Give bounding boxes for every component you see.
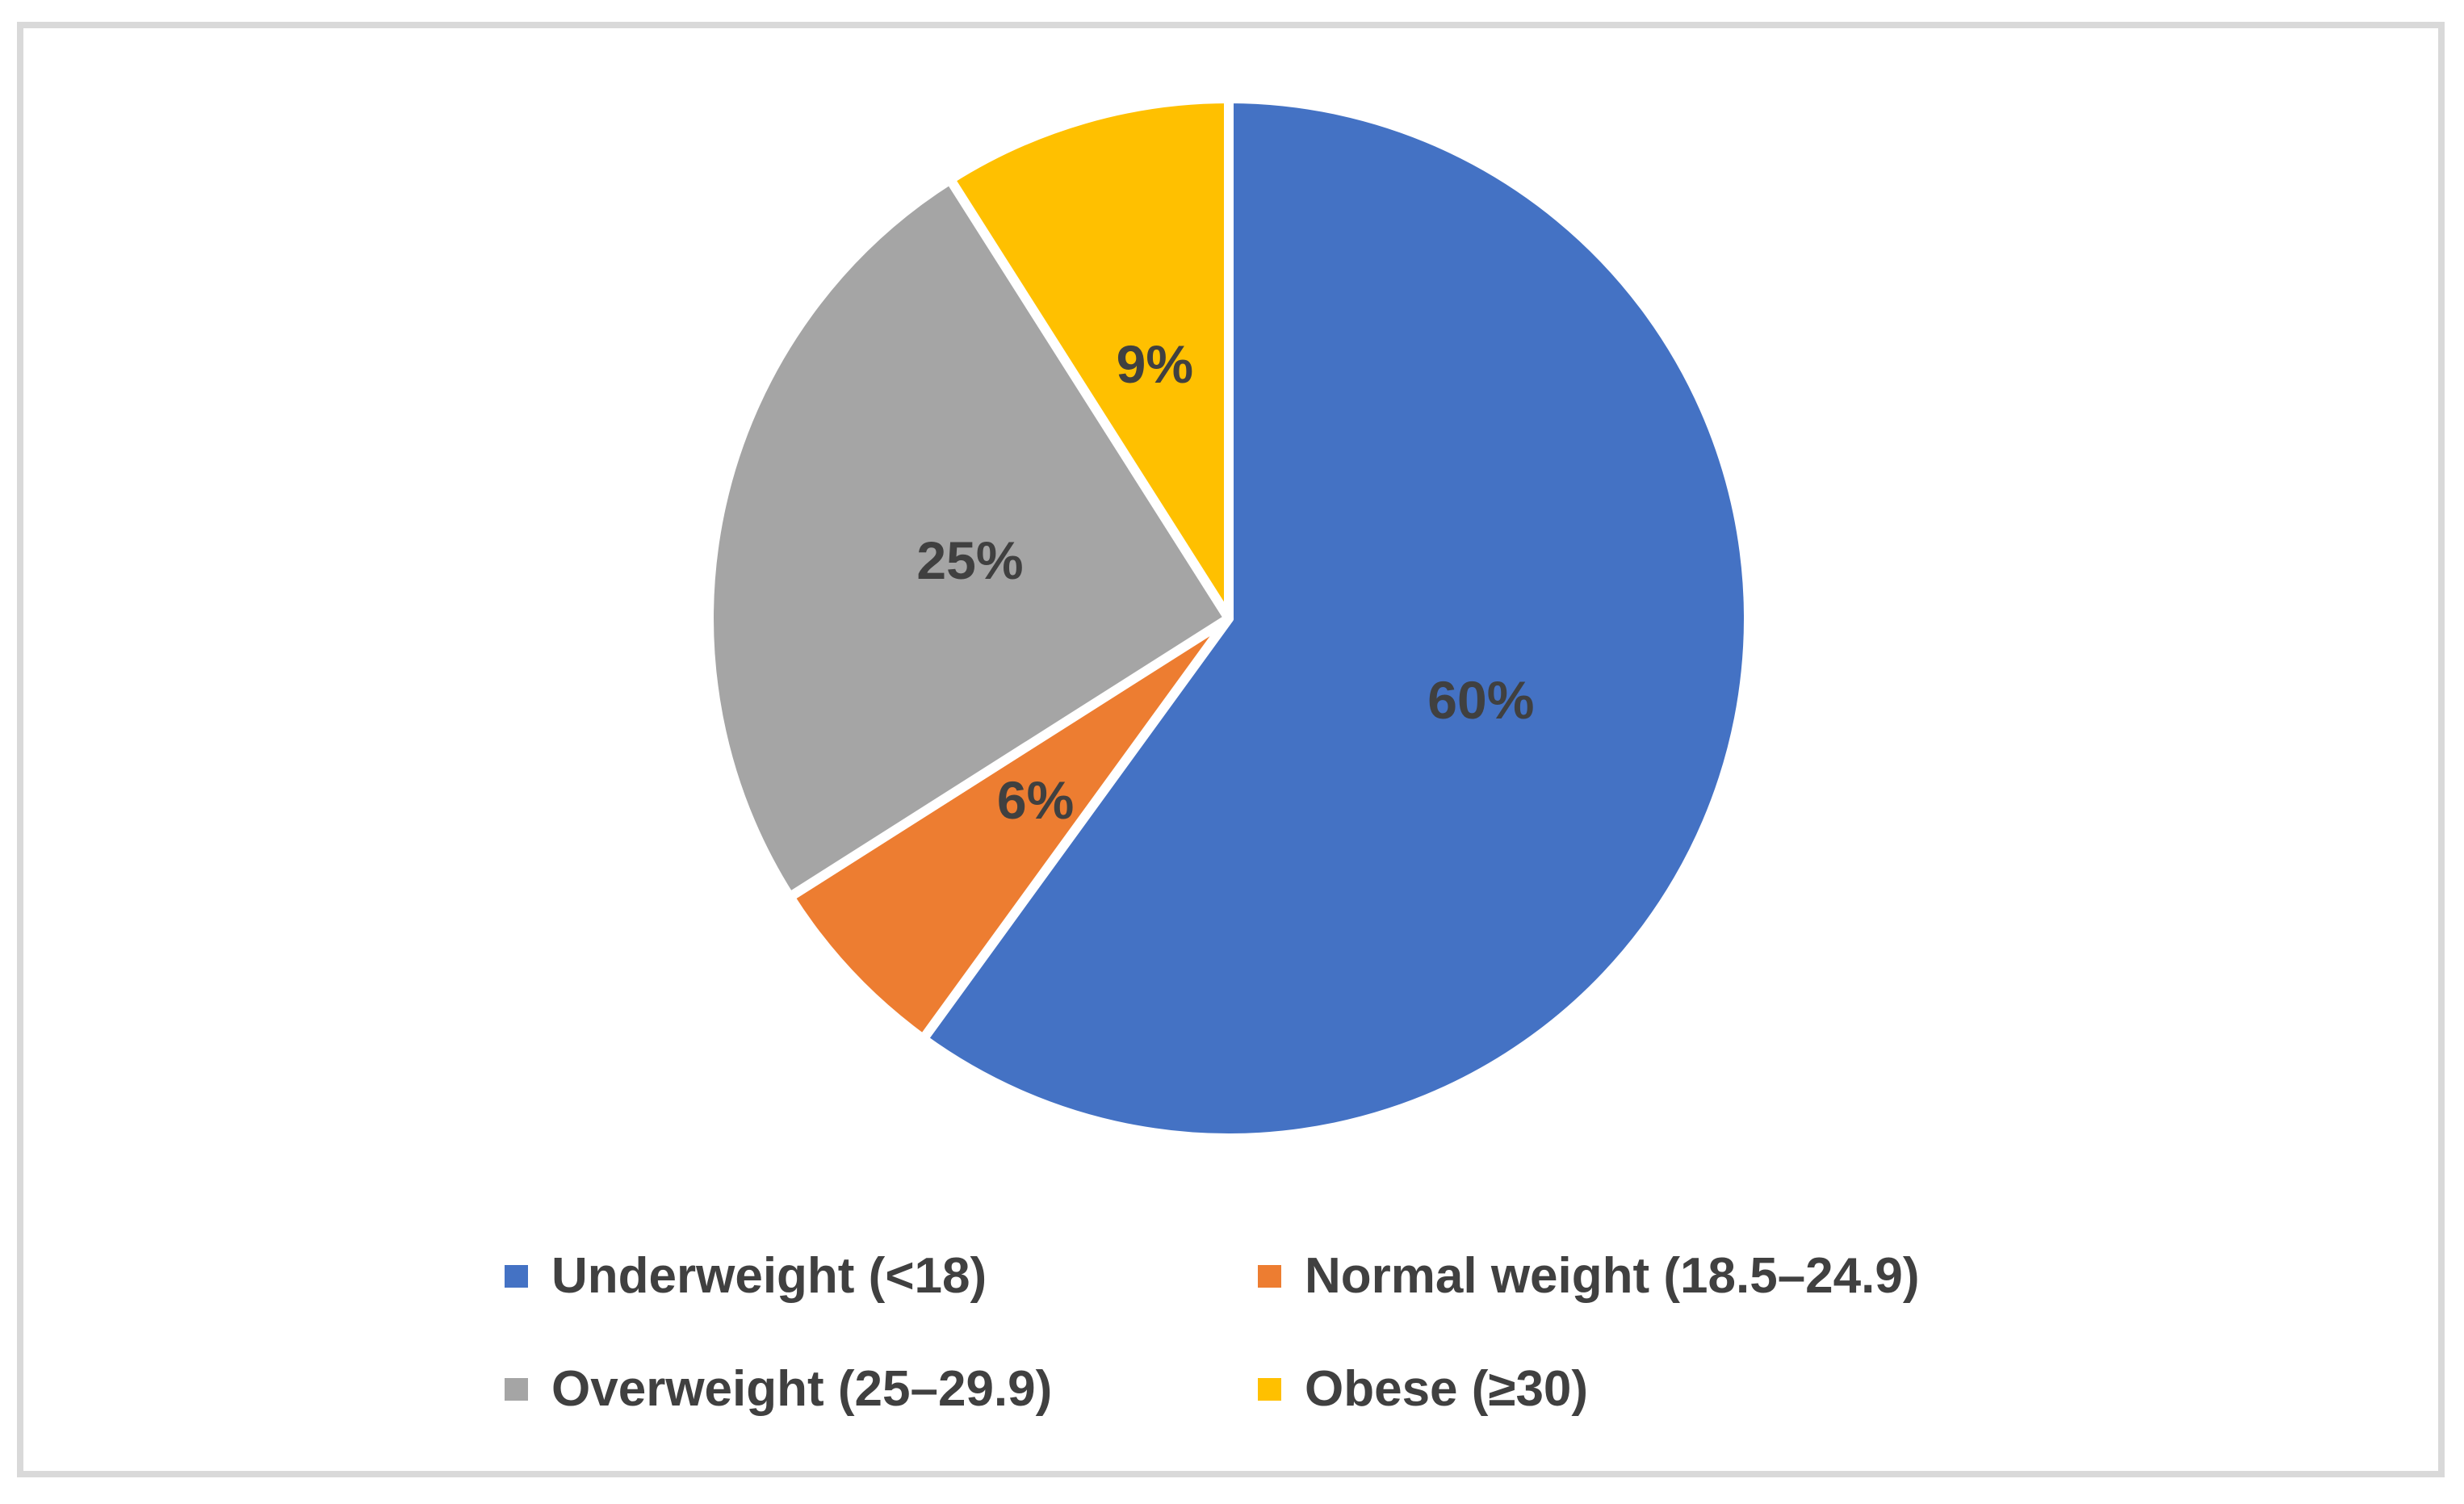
pie-slice-overweight-25-29-9	[704, 174, 1234, 903]
pie-data-label-overweight-25-29-9: 25%	[916, 530, 1024, 591]
pie-data-label-normal-weight-18-5-24-9: 6%	[996, 769, 1075, 830]
pie-slice-normal-weight-18-5-24-9	[785, 614, 1234, 1045]
pie-data-label-underweight-18: 60%	[1427, 670, 1535, 731]
pie-chart	[704, 94, 1754, 1143]
pie-data-label-obese-30: 9%	[1116, 333, 1194, 394]
pie-slice-obese-30	[945, 94, 1234, 623]
pie-slice-underweight-18	[918, 94, 1754, 1143]
